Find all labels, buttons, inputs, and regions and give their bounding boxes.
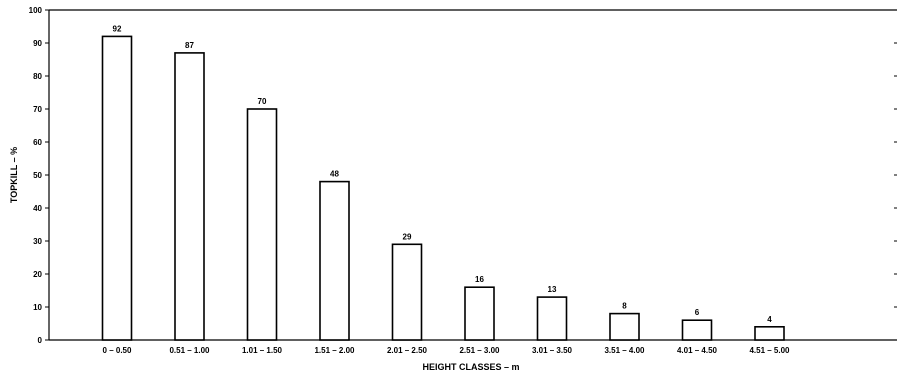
bar bbox=[101, 35, 133, 341]
data-label: 48 bbox=[330, 170, 339, 179]
data-label: 6 bbox=[695, 308, 700, 317]
y-tick-label: 40 bbox=[33, 204, 42, 213]
data-label: 92 bbox=[113, 24, 122, 33]
y-tick-label: 70 bbox=[33, 105, 42, 114]
data-label: 87 bbox=[185, 41, 194, 50]
data-label: 70 bbox=[258, 97, 267, 106]
category-label: 4.01 – 4.50 bbox=[677, 346, 718, 355]
y-axis-title: TOPKILL – % bbox=[9, 147, 19, 203]
bar bbox=[174, 52, 205, 341]
y-tick-label: 10 bbox=[33, 303, 42, 312]
y-tick-label: 100 bbox=[29, 6, 43, 15]
category-label: 3.01 – 3.50 bbox=[532, 346, 573, 355]
bar bbox=[464, 286, 495, 341]
y-tick-label: 80 bbox=[33, 72, 42, 81]
category-label: 0 – 0.50 bbox=[103, 346, 132, 355]
data-label: 8 bbox=[622, 302, 627, 311]
y-tick-label: 50 bbox=[33, 171, 42, 180]
data-label: 29 bbox=[403, 232, 412, 241]
category-label: 4.51 – 5.00 bbox=[749, 346, 790, 355]
category-label: 2.51 – 3.00 bbox=[459, 346, 500, 355]
y-tick-label: 0 bbox=[38, 336, 43, 345]
category-label: 2.01 – 2.50 bbox=[387, 346, 428, 355]
bar bbox=[681, 319, 713, 341]
category-label: 0.51 – 1.00 bbox=[169, 346, 210, 355]
bar bbox=[754, 325, 785, 341]
y-tick-label: 20 bbox=[33, 270, 42, 279]
category-labels: 0 – 0.50 0.51 – 1.00 1.01 – 1.50 1.51 – 2.0… bbox=[103, 346, 791, 355]
right-ticks bbox=[894, 42, 897, 308]
bars bbox=[101, 35, 785, 341]
y-tick-label: 90 bbox=[33, 39, 42, 48]
y-ticks: 0 10 20 30 40 50 60 70 80 90 100 bbox=[29, 6, 49, 345]
bar bbox=[246, 108, 278, 341]
bar bbox=[609, 312, 640, 341]
x-axis-title: HEIGHT CLASSES – m bbox=[422, 362, 519, 372]
y-tick-label: 30 bbox=[33, 237, 42, 246]
bar bbox=[536, 296, 568, 341]
bar bbox=[319, 180, 350, 341]
data-labels: 92 87 70 48 29 16 13 8 6 4 bbox=[113, 24, 773, 323]
category-label: 1.01 – 1.50 bbox=[242, 346, 283, 355]
category-label: 3.51 – 4.00 bbox=[604, 346, 645, 355]
bar bbox=[391, 243, 423, 341]
category-label: 1.51 – 2.00 bbox=[314, 346, 355, 355]
data-label: 13 bbox=[548, 285, 557, 294]
data-label: 16 bbox=[475, 275, 484, 284]
data-label: 4 bbox=[767, 315, 772, 324]
y-tick-label: 60 bbox=[33, 138, 42, 147]
